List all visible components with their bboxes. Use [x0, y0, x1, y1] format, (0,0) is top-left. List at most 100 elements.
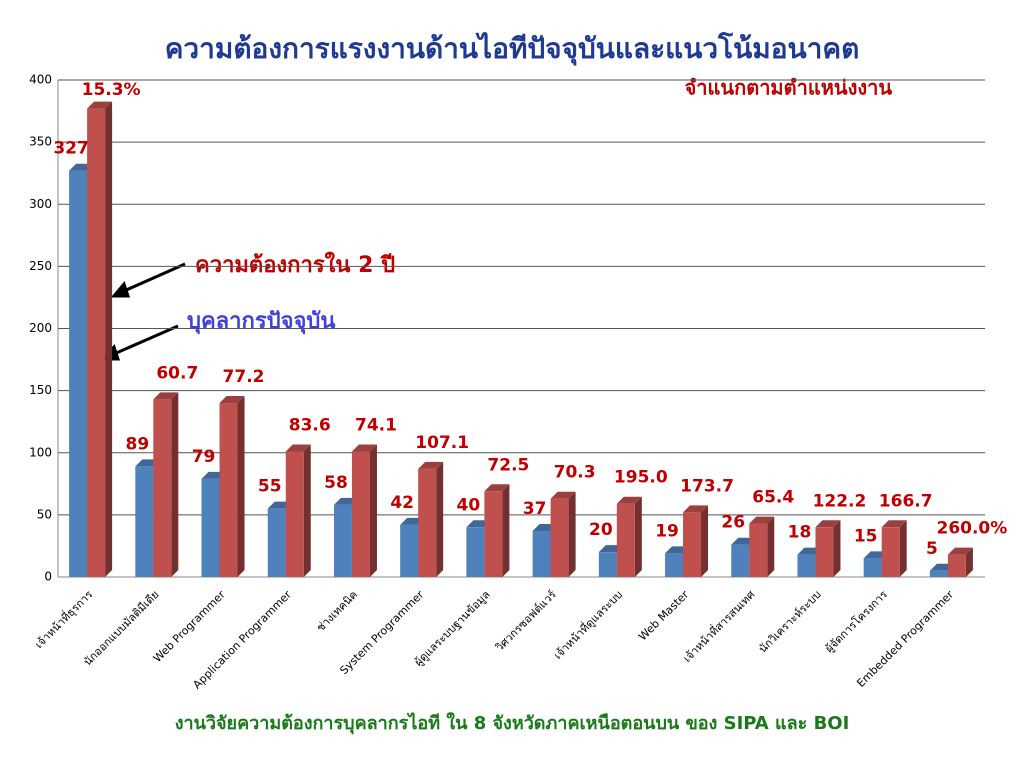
bar-face: [881, 527, 900, 577]
bar-face: [731, 544, 750, 577]
chart-title: ความต้องการแรงงานด้านไอทีปัจจุบันและแนวโ…: [165, 31, 860, 66]
bar-face: [153, 392, 179, 400]
y-tick-label: 200: [29, 321, 52, 335]
x-tick-label: เจ้าหน้าที่ดูแลระบบ: [550, 587, 625, 662]
bar-face: [701, 505, 709, 577]
bar: [351, 444, 377, 577]
growth-label: 70.3: [554, 463, 596, 483]
growth-label: 15.3%: [82, 80, 141, 100]
bar: [153, 392, 179, 577]
data-label: 58: [324, 473, 348, 493]
bar-face: [749, 523, 768, 577]
data-label: 42: [390, 493, 414, 513]
bar-face: [749, 516, 775, 524]
bar-face: [929, 570, 948, 577]
x-tick-label: Web Master: [636, 588, 692, 644]
x-tick-label: ผู้ดูแลระบบฐานข้อมูล: [412, 588, 493, 669]
bar-face: [237, 396, 245, 577]
y-tick-label: 100: [29, 445, 52, 459]
bar-face: [965, 547, 973, 577]
bar-face: [899, 520, 907, 577]
bar-face: [484, 491, 503, 577]
bar-face: [947, 554, 966, 577]
bar-face: [69, 170, 88, 577]
bar-face: [484, 484, 510, 492]
arrows: [100, 262, 186, 361]
bar-face: [153, 399, 172, 577]
bar: [881, 520, 907, 577]
y-tick-label: 400: [29, 73, 52, 87]
growth-label: 77.2: [223, 367, 265, 387]
bar: [219, 396, 245, 577]
chart-subtitle: จำแนกตามตำแหน่งงาน: [685, 76, 893, 100]
bar-face: [135, 466, 154, 577]
bar-face: [201, 478, 220, 577]
bar-face: [683, 505, 709, 513]
y-tick-label: 300: [29, 197, 52, 211]
legend-entry: บุคลากรปัจจุบัน: [187, 309, 335, 335]
bar-face: [267, 508, 286, 577]
bar-face: [616, 496, 642, 504]
bar-face: [466, 527, 485, 577]
bar-face: [87, 108, 106, 577]
y-tick-label: 0: [44, 570, 52, 584]
bar-face: [400, 524, 419, 577]
x-tick-label: เจ้าหน้าที่ธุรการ: [31, 587, 95, 651]
bar-face: [550, 491, 576, 499]
bar: [947, 547, 973, 577]
x-tick-label: ผู้จัดการโครงการ: [822, 587, 890, 655]
bar-face: [683, 512, 702, 577]
growth-label: 122.2: [813, 491, 867, 511]
bar-face: [351, 451, 370, 577]
growth-label: 166.7: [879, 491, 933, 511]
bar-face: [285, 451, 304, 577]
data-label: 327: [53, 139, 89, 159]
legend-entry: ความต้องการใน 2 ปี: [195, 251, 395, 278]
x-tick-label: Web Programmer: [151, 588, 228, 665]
growth-label: 65.4: [752, 488, 794, 508]
data-label: 40: [457, 495, 481, 515]
footer: งานวิจัยความต้องการบุคลากรไอที ใน 8 จังห…: [175, 712, 850, 735]
bar-face: [797, 554, 816, 577]
arrow: [113, 324, 179, 356]
bar-face: [947, 547, 973, 555]
data-label: 89: [125, 434, 149, 454]
bar-face: [171, 392, 179, 577]
bar: [484, 484, 510, 577]
bar-face: [436, 461, 444, 577]
data-label: 37: [523, 499, 547, 519]
bar-face: [219, 396, 245, 404]
growth-label: 173.7: [680, 476, 734, 496]
bar-face: [219, 403, 238, 577]
growth-label: 60.7: [156, 363, 198, 383]
bar-face: [532, 531, 551, 577]
bar-face: [881, 520, 907, 528]
arrow: [123, 262, 186, 293]
y-tick-label: 50: [37, 507, 52, 521]
bar-face: [502, 484, 510, 577]
x-tick-label: เจ้าหน้าที่สารสนเทศ: [679, 587, 757, 665]
y-tick-label: 350: [29, 135, 52, 149]
data-label: 79: [192, 447, 216, 467]
bar-face: [634, 496, 642, 577]
growth-label: 107.1: [415, 433, 469, 453]
data-label: 18: [788, 523, 812, 543]
x-tick-label: นักออกแบบมัลติมีเดีย: [81, 588, 161, 668]
bar: [418, 461, 444, 577]
bar: [616, 496, 642, 577]
bar-face: [767, 516, 775, 577]
data-label: 5: [926, 539, 938, 559]
bar-face: [285, 444, 311, 452]
bar-face: [418, 461, 444, 469]
data-label: 15: [854, 526, 878, 546]
bar: [749, 516, 775, 577]
bar-face: [863, 558, 882, 577]
bar: [550, 491, 576, 577]
growth-label: 195.0: [614, 468, 668, 488]
bar-face: [418, 468, 437, 577]
y-tick-label: 250: [29, 259, 52, 273]
data-label: 19: [655, 521, 679, 541]
data-label: 55: [258, 477, 282, 497]
data-label: 26: [721, 513, 745, 533]
